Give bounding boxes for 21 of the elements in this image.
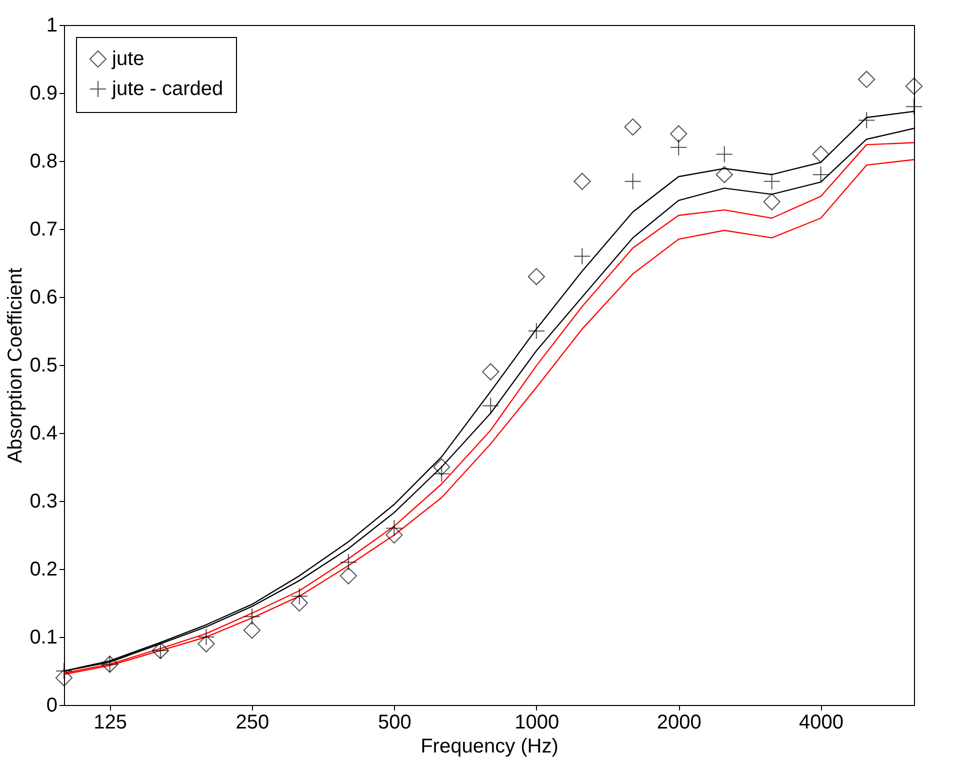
y-axis-title: Absorption Coefficient xyxy=(4,267,27,464)
y-tick-label: 0.9 xyxy=(30,82,58,104)
y-tick-label: 0.2 xyxy=(30,558,58,580)
y-tick-label: 0.1 xyxy=(30,626,58,648)
y-tick-label: 0.8 xyxy=(30,150,58,172)
x-tick-label: 500 xyxy=(378,712,412,734)
y-tick-label: 0.3 xyxy=(30,490,58,512)
y-tick-label: 0.6 xyxy=(30,286,58,308)
y-tick-label: 0.4 xyxy=(30,422,58,444)
legend-label: jute xyxy=(111,48,144,70)
x-tick-label: 2000 xyxy=(656,712,702,734)
x-tick-label: 250 xyxy=(236,712,270,734)
x-tick-label: 4000 xyxy=(799,712,844,734)
x-tick-label: 1000 xyxy=(514,712,560,734)
x-axis-title: Frequency (Hz) xyxy=(420,736,558,758)
legend-label: jute - carded xyxy=(111,78,224,100)
y-tick-label: 0 xyxy=(46,694,58,716)
y-tick-label: 0.7 xyxy=(30,218,58,240)
y-tick-label: 1 xyxy=(46,14,58,36)
y-tick-label: 0.5 xyxy=(30,354,58,376)
x-tick-label: 125 xyxy=(94,712,127,734)
